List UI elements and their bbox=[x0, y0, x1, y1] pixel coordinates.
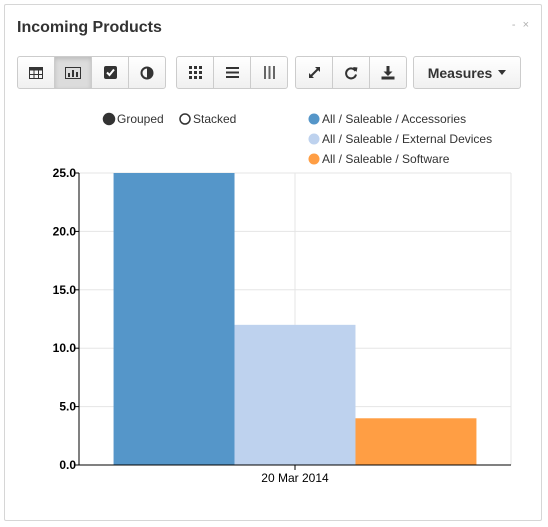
actions-group bbox=[295, 56, 407, 89]
list-button[interactable] bbox=[213, 56, 251, 89]
y-tick-label: 15.0 bbox=[53, 283, 77, 297]
legend-label: All / Saleable / Accessories bbox=[322, 112, 466, 126]
pie-view-button[interactable] bbox=[128, 56, 166, 89]
columns-button[interactable] bbox=[250, 56, 288, 89]
measures-label: Measures bbox=[427, 64, 493, 81]
y-tick-label: 0.0 bbox=[59, 458, 76, 472]
stacked-radio-icon bbox=[179, 113, 191, 125]
legend-label: All / Saleable / Software bbox=[322, 152, 450, 166]
legend-item[interactable]: All / Saleable / Software bbox=[308, 152, 450, 166]
check-square-icon bbox=[103, 66, 117, 79]
bar[interactable] bbox=[113, 173, 235, 465]
card-title: Incoming Products bbox=[17, 19, 162, 36]
legend-item[interactable]: All / Saleable / External Devices bbox=[308, 132, 493, 146]
y-tick-label: 25.0 bbox=[53, 166, 77, 180]
grid-button[interactable] bbox=[176, 56, 214, 89]
expand-button[interactable] bbox=[295, 56, 333, 89]
y-tick-label: 5.0 bbox=[59, 400, 76, 414]
bar-chart: Grouped Stacked All / Saleable / Accesso… bbox=[53, 112, 512, 485]
download-button[interactable] bbox=[369, 56, 407, 89]
bar[interactable] bbox=[355, 418, 477, 465]
grouped-radio-icon bbox=[102, 112, 116, 126]
layout-group bbox=[176, 56, 288, 89]
legend-swatch bbox=[308, 153, 320, 165]
y-tick-label: 20.0 bbox=[53, 224, 77, 238]
bar[interactable] bbox=[234, 324, 356, 465]
measures-dropdown[interactable]: Measures bbox=[413, 56, 521, 89]
bar-chart-icon bbox=[65, 66, 81, 79]
x-tick-label: 20 Mar 2014 bbox=[261, 471, 329, 485]
download-icon bbox=[381, 65, 395, 79]
legend-label: All / Saleable / External Devices bbox=[322, 132, 492, 146]
table-icon bbox=[29, 66, 43, 79]
y-tick-label: 10.0 bbox=[53, 341, 77, 355]
legend-swatch bbox=[308, 113, 320, 125]
list-icon bbox=[225, 67, 239, 78]
refresh-icon bbox=[345, 66, 358, 79]
expand-icon bbox=[308, 67, 320, 78]
legend-item[interactable]: All / Saleable / Accessories bbox=[308, 112, 467, 126]
view-mode-group bbox=[17, 56, 166, 89]
contrast-icon bbox=[140, 66, 154, 79]
refresh-button[interactable] bbox=[332, 56, 370, 89]
window-controls[interactable]: - × bbox=[511, 19, 531, 31]
stacked-toggle[interactable]: Stacked bbox=[179, 112, 236, 126]
grouped-label: Grouped bbox=[117, 112, 164, 126]
grouped-toggle[interactable]: Grouped bbox=[102, 112, 164, 126]
grid-icon bbox=[188, 66, 202, 79]
legend-swatch bbox=[308, 133, 320, 145]
columns-icon bbox=[263, 66, 275, 79]
stacked-label: Stacked bbox=[193, 112, 236, 126]
table-view-button[interactable] bbox=[17, 56, 55, 89]
checkbox-view-button[interactable] bbox=[91, 56, 129, 89]
graph-view-button[interactable] bbox=[54, 56, 92, 89]
dashboard-card: Incoming Products - × bbox=[4, 4, 542, 521]
caret-down-icon bbox=[498, 70, 507, 75]
